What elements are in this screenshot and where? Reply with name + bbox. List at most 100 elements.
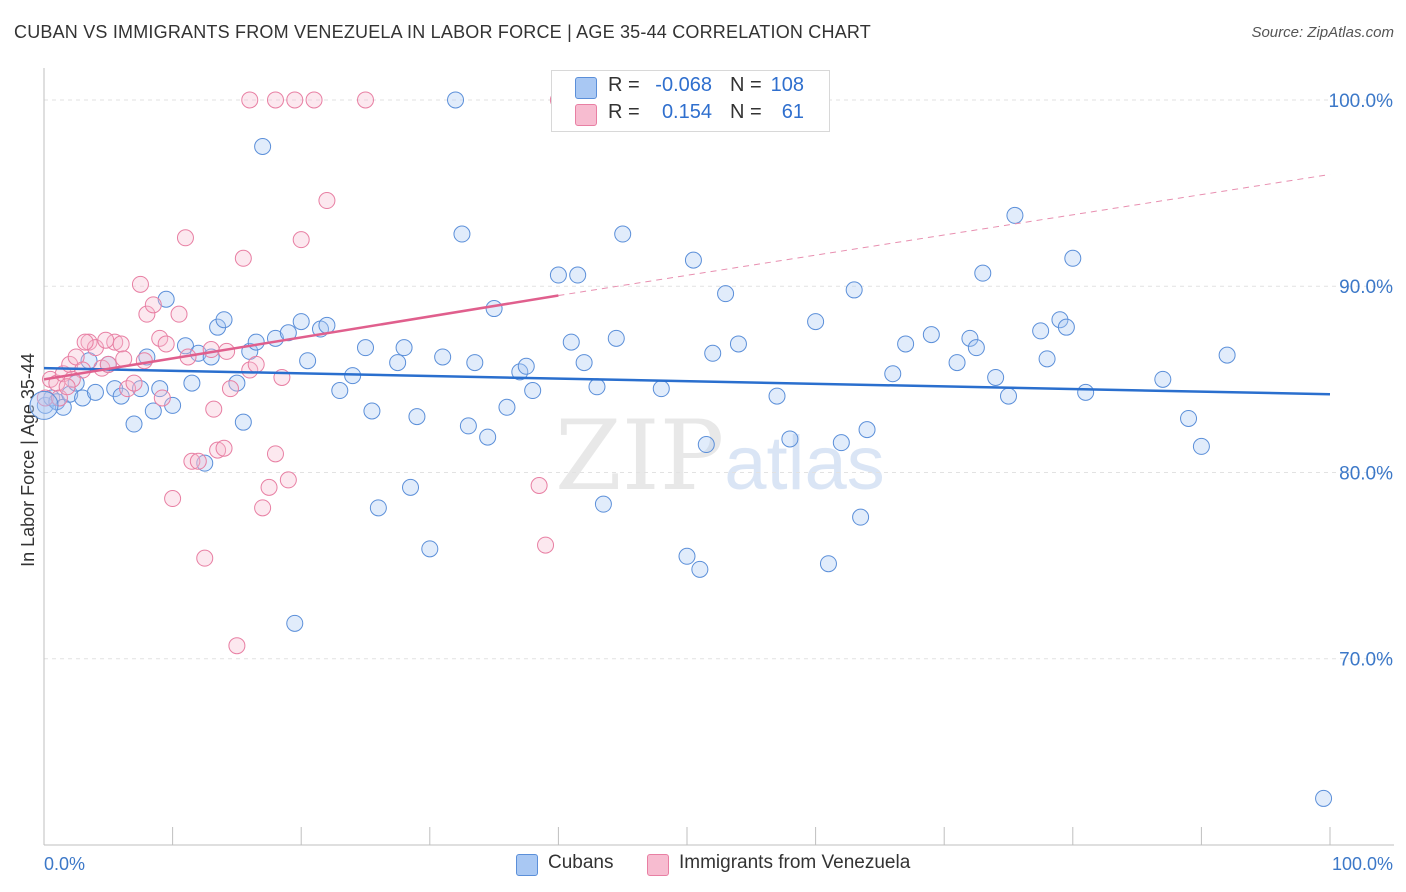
cubans-point — [247, 333, 265, 351]
source-label: Source: ZipAtlas.com — [1251, 24, 1394, 41]
x-tick-label: 0.0% — [44, 854, 85, 874]
cubans-point — [1064, 249, 1082, 267]
cubans-point — [517, 357, 535, 375]
cubans-point — [74, 389, 92, 407]
cubans-point — [131, 380, 149, 398]
chart-title: CUBAN VS IMMIGRANTS FROM VENEZUELA IN LA… — [14, 22, 871, 42]
venezuela-trendline-extension — [558, 173, 1331, 297]
venezuela-point — [318, 192, 336, 210]
cubans-point — [331, 382, 349, 400]
venezuela-point — [209, 441, 227, 459]
venezuela-point — [189, 452, 207, 470]
venezuela-point — [80, 333, 98, 351]
cubans-point — [228, 374, 246, 392]
series-legend: Cubans Immigrants from Venezuela — [0, 852, 1406, 876]
venezuela-point — [153, 389, 171, 407]
venezuela-point — [305, 91, 323, 109]
cubans-point — [684, 251, 702, 269]
venezuela-point — [286, 91, 304, 109]
cubans-point — [961, 329, 979, 347]
cubans-point — [607, 329, 625, 347]
cubans-point — [691, 560, 709, 578]
cubans-point — [1192, 437, 1210, 455]
cubans-point — [196, 454, 214, 472]
legend-r-label: R = — [608, 101, 640, 123]
venezuela-point — [131, 275, 149, 293]
venezuela-point — [241, 91, 259, 109]
cubans-point — [479, 428, 497, 446]
venezuela-point — [357, 91, 374, 109]
venezuela-point — [266, 445, 284, 463]
venezuela-point — [215, 439, 233, 457]
cubans-point — [511, 363, 529, 381]
cubans-point — [614, 225, 632, 243]
cubans-point — [1000, 387, 1017, 405]
legend-n-value: 108 — [770, 74, 804, 96]
cubans-point — [832, 434, 850, 452]
venezuela-point — [205, 400, 223, 418]
zipatlas-watermark: ZIPatlas — [555, 400, 885, 512]
cubans-point — [369, 499, 387, 517]
cubans-point — [86, 383, 104, 401]
venezuela-point — [247, 355, 265, 373]
cubans-point — [318, 316, 336, 334]
venezuela-point — [176, 229, 194, 247]
venezuela-point — [228, 637, 246, 655]
series-legend-swatch-cubans — [516, 854, 538, 876]
legend-swatch-cubans — [575, 77, 597, 99]
cubans-point — [29, 390, 59, 420]
cubans-point — [974, 264, 992, 282]
y-tick-label: 70.0% — [1339, 650, 1393, 671]
cubans-point — [157, 290, 175, 308]
venezuela-point — [234, 249, 252, 267]
legend-r-label: R = — [608, 74, 640, 96]
venezuela-point — [537, 536, 555, 554]
correlation-legend: R = -0.068 N = 108 R = 0.154 N = 61 — [551, 70, 830, 132]
y-tick-label: 100.0% — [1329, 91, 1394, 112]
cubans-point — [363, 402, 381, 420]
venezuela-point — [221, 380, 239, 398]
cubans-point — [254, 138, 272, 156]
legend-row-cubans: R = -0.068 N = 108 — [552, 74, 829, 100]
venezuela-point — [196, 549, 214, 567]
cubans-point — [575, 354, 593, 372]
cubans-point — [524, 382, 542, 400]
legend-r-value: -0.068 — [655, 74, 712, 96]
series-legend-label-venezuela: Immigrants from Venezuela — [679, 852, 911, 873]
venezuela-point — [58, 378, 76, 396]
cubans-point — [466, 354, 484, 372]
venezuela-point — [138, 305, 156, 323]
cubans-point — [234, 413, 252, 431]
cubans-point — [697, 436, 715, 454]
cubans-point — [176, 337, 194, 355]
venezuela-point — [112, 335, 130, 353]
cubans-point — [717, 285, 735, 303]
cubans-point — [292, 313, 310, 331]
cubans-point — [1057, 318, 1075, 336]
cubans-point — [948, 354, 966, 372]
series-legend-label-cubans: Cubans — [548, 852, 614, 873]
cubans-point — [729, 335, 747, 353]
legend-swatch-venezuela — [575, 104, 597, 126]
venezuela-point — [119, 380, 137, 398]
cubans-point — [768, 387, 786, 405]
cubans-point — [781, 430, 799, 448]
venezuela-point — [144, 296, 162, 314]
cubans-trendline — [43, 366, 1331, 396]
venezuela-point — [292, 231, 310, 249]
cubans-point — [434, 348, 452, 366]
venezuela-point — [183, 452, 201, 470]
watermark-atlas: atlas — [724, 421, 885, 506]
cubans-point — [215, 311, 233, 329]
venezuela-point — [254, 499, 272, 517]
cubans-point — [1154, 370, 1172, 388]
legend-n-label: N = — [730, 74, 762, 96]
venezuela-point — [530, 477, 548, 495]
x-tick-label: 100.0% — [1332, 854, 1393, 874]
cubans-point — [1006, 206, 1024, 224]
venezuela-point — [164, 490, 182, 508]
cubans-point — [453, 225, 471, 243]
venezuela-point — [125, 374, 143, 392]
venezuela-point — [170, 305, 188, 323]
y-axis-label: In Labor Force | Age 35-44 — [18, 353, 38, 567]
